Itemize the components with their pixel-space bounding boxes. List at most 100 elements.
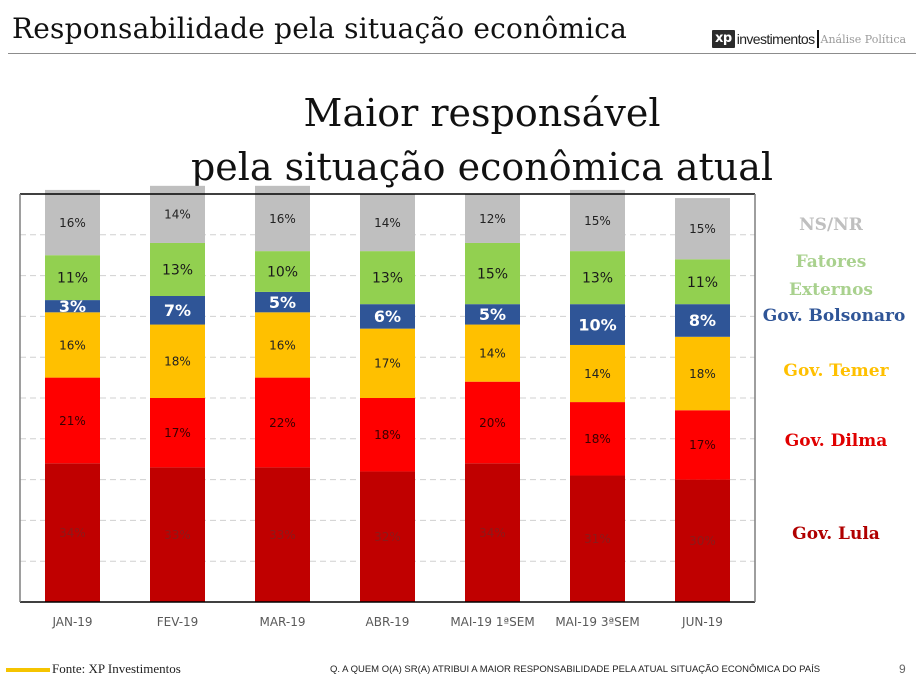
x-tick-label: MAI-19 1ªSEM xyxy=(450,615,534,629)
data-label: 16% xyxy=(59,338,86,352)
data-label: 18% xyxy=(689,367,716,381)
bar-segment xyxy=(150,185,205,243)
data-label: 14% xyxy=(164,208,191,222)
bar-segment xyxy=(255,185,310,252)
bar-segment xyxy=(150,296,205,325)
bar-segment xyxy=(255,377,310,468)
data-label: 18% xyxy=(374,428,401,442)
chart-title-line1: Maior responsável xyxy=(303,91,661,135)
bar-segment xyxy=(465,304,520,325)
bar-segment xyxy=(150,467,205,602)
data-label: 6% xyxy=(374,307,401,326)
header-rule xyxy=(8,53,916,54)
bar-segment xyxy=(45,463,100,602)
legend-item: NS/NR xyxy=(799,215,863,235)
data-label: 30% xyxy=(689,534,716,548)
page-number: 9 xyxy=(899,662,906,676)
data-label: 33% xyxy=(269,528,296,542)
data-label: 16% xyxy=(269,212,296,226)
brand-section: Análise Política xyxy=(820,32,907,46)
bar-segment xyxy=(45,189,100,256)
bar-segment xyxy=(570,304,625,345)
data-label: 34% xyxy=(59,526,86,540)
data-label: 21% xyxy=(59,414,86,428)
data-label: 15% xyxy=(689,222,716,236)
bar-segment xyxy=(150,242,205,296)
data-label: 16% xyxy=(269,338,296,352)
data-label: 11% xyxy=(57,271,88,287)
bar-segment xyxy=(360,328,415,398)
data-label: 22% xyxy=(269,416,296,430)
brand-logo: xp investimentos Análise Política xyxy=(712,29,906,49)
bar-segment xyxy=(360,251,415,305)
bar-segment xyxy=(675,336,730,411)
data-label: 20% xyxy=(479,416,506,430)
header-title: Responsabilidade pela situação econômica xyxy=(12,12,628,45)
bar-segment xyxy=(675,259,730,305)
data-label: 34% xyxy=(479,526,506,540)
data-label: 17% xyxy=(689,438,716,452)
bar-segment xyxy=(360,194,415,252)
data-label: 10% xyxy=(578,315,616,334)
bar-segment xyxy=(465,324,520,382)
bar-segment xyxy=(45,255,100,301)
data-label: 14% xyxy=(374,216,401,230)
bar-segment xyxy=(360,471,415,602)
bar-segment xyxy=(255,312,310,378)
data-label: 5% xyxy=(269,293,296,312)
bar-segment xyxy=(570,402,625,476)
bar-segment xyxy=(45,312,100,378)
bar-segment xyxy=(465,194,520,243)
bar-segment xyxy=(465,381,520,464)
bar-segment xyxy=(360,398,415,472)
x-tick-label: MAR-19 xyxy=(259,615,305,629)
data-label: 32% xyxy=(374,530,401,544)
legend-item: Gov. Dilma xyxy=(784,431,888,451)
bar-segment xyxy=(150,398,205,468)
data-label: 12% xyxy=(479,212,506,226)
x-tick-label: JUN-19 xyxy=(681,615,723,629)
data-label: 17% xyxy=(164,426,191,440)
x-tick-label: ABR-19 xyxy=(366,615,410,629)
data-label: 16% xyxy=(59,216,86,230)
data-label: 5% xyxy=(479,305,506,324)
bar-segment xyxy=(45,377,100,464)
legend-item: Fatores xyxy=(795,252,867,272)
data-label: 33% xyxy=(164,528,191,542)
bar-segment xyxy=(150,324,205,398)
data-label: 7% xyxy=(164,301,191,320)
data-label: 13% xyxy=(162,263,193,279)
chart-title: Maior responsável pela situação econômic… xyxy=(0,86,917,194)
data-label: 18% xyxy=(164,355,191,369)
bar-segment xyxy=(675,198,730,260)
data-label: 13% xyxy=(582,271,613,287)
legend-item: Gov. Temer xyxy=(783,361,889,381)
bar-segment xyxy=(465,242,520,305)
x-tick-label: MAI-19 3ªSEM xyxy=(555,615,639,629)
data-label: 13% xyxy=(372,271,403,287)
bar-segment xyxy=(255,291,310,313)
bar-segment xyxy=(570,251,625,305)
x-tick-label: FEV-19 xyxy=(157,615,199,629)
data-label: 11% xyxy=(687,275,718,291)
bar-segment xyxy=(675,304,730,337)
data-label: 18% xyxy=(584,432,611,446)
bar-segment xyxy=(570,475,625,602)
brand-name: investimentos xyxy=(736,31,815,47)
data-label: 3% xyxy=(59,297,86,316)
footer-accent-bar xyxy=(6,668,50,672)
data-label: 17% xyxy=(374,357,401,371)
legend-item: Gov. Lula xyxy=(792,524,880,544)
data-label: 15% xyxy=(477,267,508,283)
bar-segment xyxy=(360,304,415,329)
footer-question: Q. A QUEM O(A) SR(A) ATRIBUI A MAIOR RES… xyxy=(330,664,821,675)
bar-segment xyxy=(45,300,100,313)
data-label: 31% xyxy=(584,532,611,546)
legend-item: Gov. Bolsonaro xyxy=(762,306,906,326)
chart-title-line2: pela situação econômica atual xyxy=(190,145,774,189)
brand-separator xyxy=(816,30,819,48)
footer-source: Fonte: XP Investimentos xyxy=(52,661,181,676)
bar-segment xyxy=(255,467,310,602)
data-label: 10% xyxy=(267,265,298,281)
